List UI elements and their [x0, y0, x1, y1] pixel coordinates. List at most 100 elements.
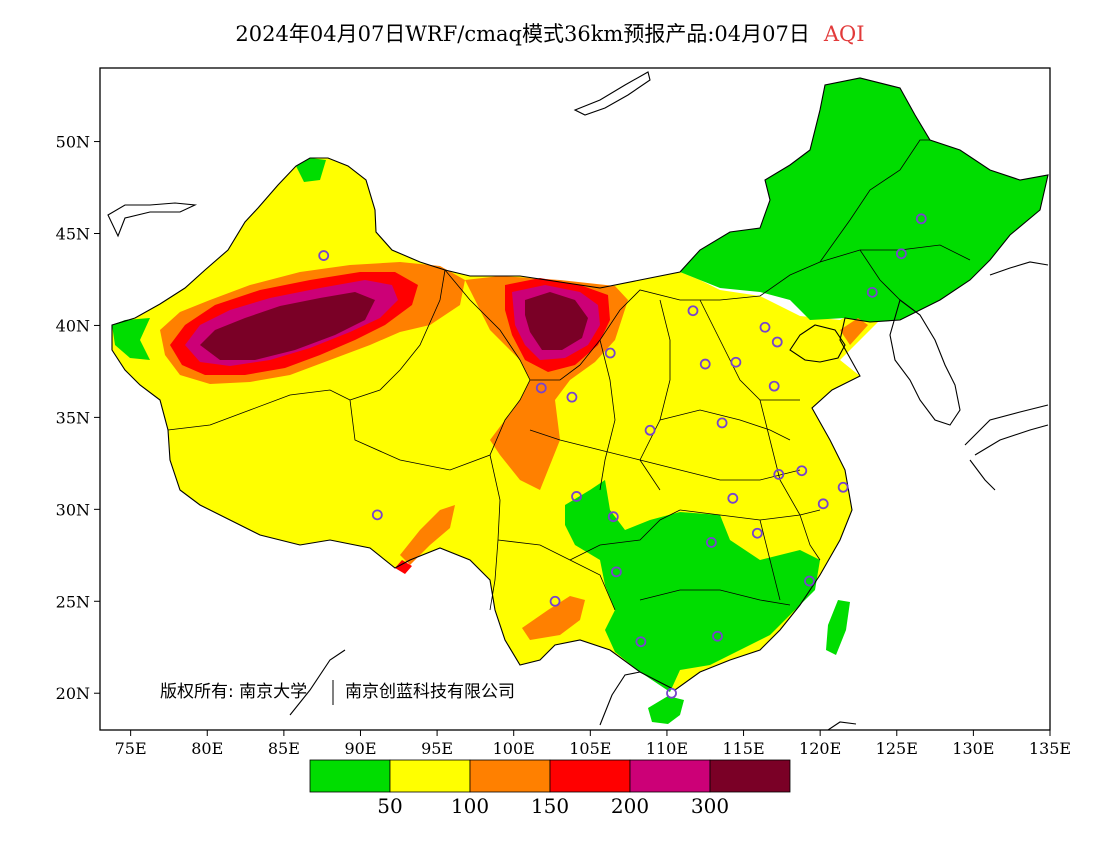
coastline-korea: [889, 299, 961, 426]
sensitive-zone-tibet: [400, 505, 455, 565]
station-marker: [866, 286, 878, 298]
border-northeast-b: [819, 139, 930, 263]
station-marker: [727, 492, 739, 504]
y-tick-label: 30N: [56, 500, 90, 519]
station-marker: [817, 498, 829, 510]
station-marker: [610, 566, 622, 578]
legend-label: 100: [451, 794, 489, 818]
y-tick-label: 25N: [56, 592, 90, 611]
x-tick-label: 130E: [952, 739, 994, 758]
x-tick-label: 100E: [493, 739, 535, 758]
station-marker: [371, 509, 383, 521]
station-marker: [773, 468, 785, 480]
station-marker: [687, 305, 699, 317]
border-hebei: [699, 299, 800, 401]
coastline-philippines: [827, 721, 857, 730]
station-marker: [915, 213, 927, 225]
coastline-baikal: [573, 71, 651, 116]
hazardous-zone-xinjiang: [200, 292, 375, 360]
map-title: 2024年04月07日WRF/cmaq模式36km预报产品:04月07日 AQI: [0, 18, 1100, 48]
title-variable: AQI: [823, 22, 865, 46]
x-tick-label: 110E: [646, 739, 688, 758]
y-tick-label: 20N: [56, 684, 90, 703]
legend-swatch-50-100: [389, 759, 471, 793]
legend-label: 200: [611, 794, 649, 818]
legend-label: 150: [531, 794, 569, 818]
good-zone-taiwan: [826, 600, 850, 655]
y-tick-label: 35N: [56, 408, 90, 427]
station-marker: [771, 336, 783, 348]
border-jiangxi-fujian: [759, 519, 781, 601]
x-tick-label: 105E: [569, 739, 611, 758]
unhealthy-zone-tibet: [395, 560, 412, 574]
copyright-company: 南京创蓝科技有限公司: [345, 682, 515, 702]
x-tick-label: 80E: [191, 739, 223, 758]
legend-swatch-150-200: [549, 759, 631, 793]
x-tick-label: 120E: [799, 739, 841, 758]
legend-swatch-0-50: [309, 759, 391, 793]
sensitive-zone-ne: [840, 318, 868, 345]
x-tick-label: 90E: [344, 739, 376, 758]
station-marker: [705, 537, 717, 548]
station-marker: [535, 382, 547, 394]
coastline-bohai: [789, 324, 846, 363]
china-outline: [111, 77, 1049, 691]
coastline-india: [289, 649, 346, 716]
coastline-indochina: [599, 671, 641, 726]
legend-swatch->300: [709, 759, 791, 793]
station-marker: [796, 465, 808, 477]
station-marker: [566, 391, 578, 403]
sensitive-zone-yunnan: [522, 596, 585, 640]
station-markers: [318, 213, 927, 699]
border-xinjiang-east: [349, 269, 446, 401]
coastline-balkhash: [107, 202, 198, 238]
station-marker: [712, 630, 723, 642]
border-hubei: [639, 459, 801, 481]
hazardous-zone-gansu: [525, 292, 588, 350]
station-marker: [571, 491, 582, 502]
border-xinjiang-tibet: [167, 389, 351, 431]
border-henan: [659, 409, 791, 441]
border-sichuan-east: [529, 429, 661, 491]
x-tick-label: 85E: [268, 739, 300, 758]
station-marker: [666, 687, 677, 699]
station-marker: [644, 424, 656, 436]
map-frame: [99, 67, 1051, 731]
title-text: 2024年04月07日WRF/cmaq模式36km预报产品:04月07日: [235, 22, 810, 46]
border-shaanxi: [599, 339, 616, 491]
y-tick-label: 50N: [56, 133, 90, 152]
coastline-japan: [964, 404, 1049, 491]
x-tick-label: 125E: [876, 739, 918, 758]
y-tick-label: 45N: [56, 225, 90, 244]
good-zone-altai: [296, 158, 326, 182]
coastline-russia: [989, 261, 1049, 276]
good-zone-south: [565, 480, 820, 692]
border-guangdong: [639, 589, 791, 606]
station-marker: [768, 380, 780, 392]
y-axis: 50N 45N 40N 35N 30N 25N 20N: [56, 133, 100, 703]
copyright-text: 版权所有: 南京大学: [160, 682, 307, 702]
x-tick-label: 135E: [1029, 739, 1071, 758]
station-marker: [318, 250, 330, 261]
color-legend: 50 100 150 200 300: [309, 759, 791, 818]
x-tick-label: 95E: [421, 739, 453, 758]
station-marker: [549, 595, 561, 607]
x-tick-label: 115E: [722, 739, 764, 758]
station-marker: [730, 356, 742, 368]
legend-label: 300: [691, 794, 729, 818]
border-gansu: [444, 269, 581, 381]
border-northeast-c: [859, 249, 901, 301]
station-marker: [635, 636, 647, 648]
province-borders: [167, 139, 971, 611]
station-marker: [895, 248, 907, 260]
legend-swatch-100-150: [469, 759, 551, 793]
good-zone-far-west: [112, 318, 150, 360]
good-zone-northeast: [680, 78, 1048, 322]
station-marker: [751, 527, 763, 539]
legend-label: 50: [377, 794, 402, 818]
station-marker: [699, 358, 711, 370]
coastlines: [107, 71, 1049, 730]
border-guizhou: [569, 509, 681, 561]
station-marker: [716, 417, 728, 429]
